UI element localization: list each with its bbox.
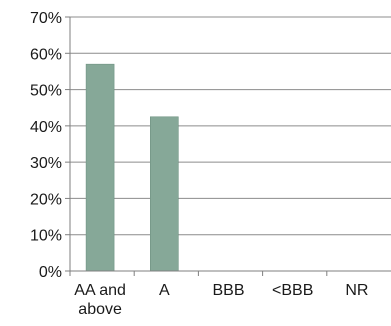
y-tick-label: 30% [30, 155, 62, 172]
y-tick-label: 60% [30, 46, 62, 63]
x-category-label-line: BBB [212, 282, 244, 299]
axes [65, 16, 391, 276]
x-category-label: NR [345, 282, 368, 299]
x-category-label-line: above [78, 301, 122, 318]
x-category-labels: AA and above A BBB <BBB NR [74, 282, 368, 318]
x-category-label: <BBB [272, 282, 313, 299]
x-category-label-line: <BBB [272, 282, 313, 299]
x-category-label-line: A [159, 282, 170, 299]
y-tick-label: 50% [30, 83, 62, 100]
y-tick-label: 40% [30, 119, 62, 136]
x-category-label: BBB [212, 282, 244, 299]
gridlines [70, 16, 391, 236]
x-category-label: A [159, 282, 170, 299]
y-tick-label: 20% [30, 191, 62, 208]
bar [85, 63, 115, 272]
bar [150, 116, 179, 272]
y-tick-label: 10% [30, 228, 62, 245]
x-category-label-line: NR [345, 282, 368, 299]
bars [85, 63, 179, 272]
y-tick-label: 70% [30, 10, 62, 27]
y-tick-labels: 0% 10% 20% 30% 40% 50% 60% 70% [30, 10, 62, 281]
y-tick-label: 0% [39, 264, 62, 281]
x-category-label-line: AA and [74, 282, 126, 299]
x-category-label: AA and above [74, 282, 126, 318]
